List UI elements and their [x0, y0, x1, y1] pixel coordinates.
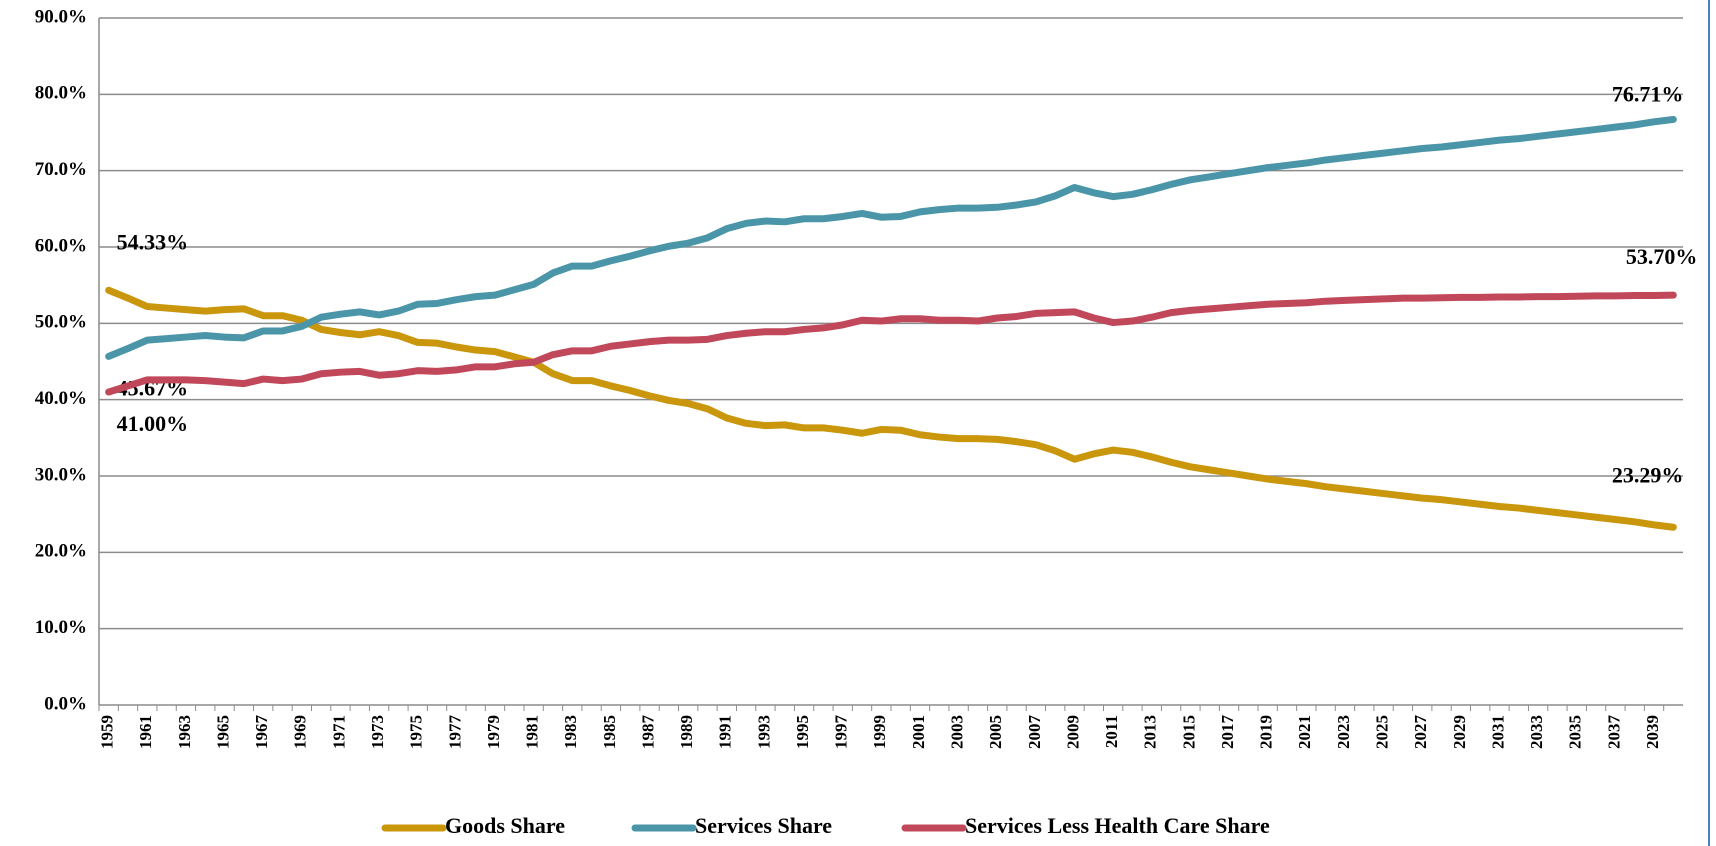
y-tick-label: 10.0%	[35, 617, 87, 638]
y-tick-label: 80.0%	[35, 83, 87, 104]
y-tick-label: 0.0%	[44, 693, 87, 714]
y-tick-label: 70.0%	[35, 159, 87, 180]
x-tick-label: 1993	[754, 715, 773, 749]
x-tick-label: 2005	[986, 715, 1005, 749]
y-tick-label: 20.0%	[35, 541, 87, 562]
data-label: 53.70%	[1626, 244, 1698, 269]
x-tick-label: 2035	[1566, 715, 1585, 749]
x-tick-label: 2021	[1295, 715, 1314, 749]
x-tick-label: 2013	[1141, 715, 1160, 749]
legend-label: Services Share	[695, 813, 832, 838]
data-label: 23.29%	[1612, 462, 1684, 487]
x-tick-label: 2009	[1063, 715, 1082, 749]
x-tick-label: 2039	[1643, 715, 1662, 749]
data-label: 54.33%	[117, 229, 189, 254]
x-tick-label: 1991	[716, 715, 735, 749]
x-tick-label: 2017	[1218, 715, 1237, 750]
y-tick-label: 60.0%	[35, 235, 87, 256]
x-tick-label: 2015	[1179, 715, 1198, 749]
x-tick-label: 1961	[136, 715, 155, 749]
x-tick-label: 1997	[832, 715, 851, 750]
x-tick-label: 1963	[175, 715, 194, 749]
x-tick-label: 2037	[1604, 715, 1623, 750]
series-line	[105, 291, 1677, 396]
x-tick-label: 2023	[1334, 715, 1353, 749]
x-tick-label: 1999	[870, 715, 889, 749]
x-tick-label: 2011	[1102, 715, 1121, 748]
x-tick-label: 2001	[909, 715, 928, 749]
y-tick-label: 40.0%	[35, 388, 87, 409]
x-tick-label: 1975	[407, 715, 426, 749]
x-tick-label: 2033	[1527, 715, 1546, 749]
x-tick-label: 1995	[793, 715, 812, 749]
x-tick-label: 1977	[445, 715, 464, 750]
x-tick-label: 2007	[1025, 715, 1044, 750]
series-line	[105, 286, 1677, 531]
x-tick-label: 1981	[523, 715, 542, 749]
x-tick-label: 1971	[329, 715, 348, 749]
x-tick-label: 1987	[638, 715, 657, 750]
series-line	[105, 115, 1677, 360]
x-tick-label: 2019	[1257, 715, 1276, 749]
x-tick-label: 2003	[948, 715, 967, 749]
x-tick-label: 1983	[561, 715, 580, 749]
x-tick-label: 1979	[484, 715, 503, 749]
x-tick-label: 2031	[1488, 715, 1507, 749]
x-tick-label: 1965	[213, 715, 232, 749]
x-tick-label: 1989	[677, 715, 696, 749]
legend-label: Services Less Health Care Share	[965, 813, 1270, 838]
x-tick-label: 1959	[98, 715, 117, 749]
x-tick-label: 1969	[291, 715, 310, 749]
x-tick-label: 2027	[1411, 715, 1430, 750]
x-tick-label: 1967	[252, 715, 271, 750]
x-tick-label: 1985	[600, 715, 619, 749]
x-tick-label: 2029	[1450, 715, 1469, 749]
y-tick-label: 50.0%	[35, 312, 87, 333]
y-tick-label: 30.0%	[35, 464, 87, 485]
legend-label: Goods Share	[445, 813, 565, 838]
data-label: 41.00%	[117, 411, 189, 436]
data-label: 76.71%	[1612, 81, 1684, 106]
y-tick-label: 90.0%	[35, 6, 87, 27]
x-tick-label: 1973	[368, 715, 387, 749]
x-tick-label: 2025	[1372, 715, 1391, 749]
